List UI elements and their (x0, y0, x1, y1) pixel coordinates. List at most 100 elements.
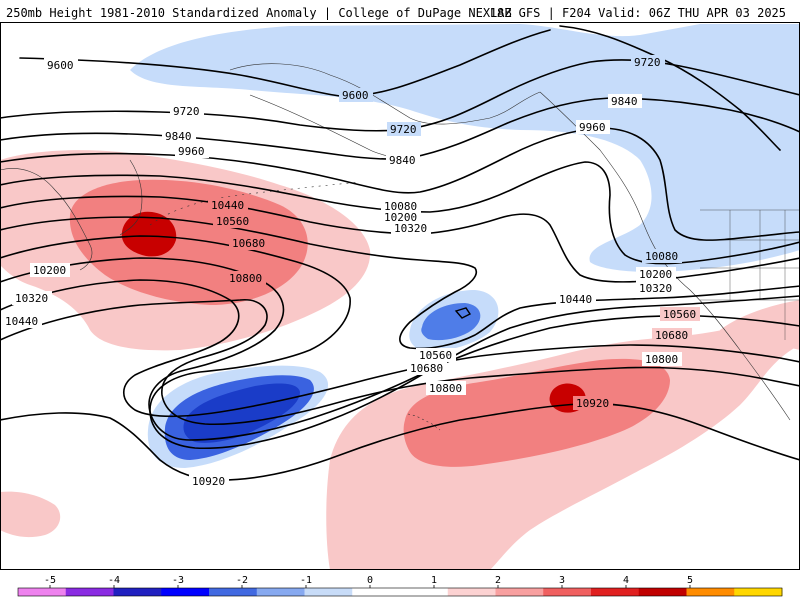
label-bg (576, 120, 610, 134)
legend-tick-label: -1 (300, 575, 312, 586)
contour-label: 10800 (429, 382, 462, 395)
label-bg (30, 263, 70, 277)
legend-color-swatch (161, 588, 210, 596)
label-bg (642, 352, 682, 366)
contour-high-closed (454, 307, 472, 319)
contour-label: 10920 (576, 397, 609, 410)
contour-label: 10200 (639, 268, 672, 281)
header-bar: 250mb Height 1981-2010 Standardized Anom… (0, 0, 800, 22)
label-bg (175, 144, 209, 158)
label-bg (381, 210, 421, 224)
contour-label: 10560 (663, 308, 696, 321)
legend-color-swatch (447, 588, 496, 596)
label-bg (636, 281, 676, 295)
contour-label: 10920 (192, 475, 225, 488)
legend-tick-label: -4 (108, 575, 120, 586)
legend-color-swatch (591, 588, 640, 596)
legend-tick-label: 0 (367, 575, 373, 586)
legend-color-swatch (256, 588, 305, 596)
contour-label: 9720 (390, 123, 417, 136)
legend-tick-label: 5 (687, 575, 693, 586)
coastline-asia (0, 168, 93, 271)
label-bg (339, 88, 373, 102)
model-valid-time: 18Z GFS | F204 Valid: 06Z THU APR 03 202… (489, 6, 786, 20)
contour-label: 9720 (173, 105, 200, 118)
legend-color-swatch (734, 588, 783, 596)
contour-label: 10680 (410, 362, 443, 375)
contour-label: 9840 (611, 95, 638, 108)
contour-label: 10800 (229, 272, 262, 285)
contour-label: 10320 (394, 222, 427, 235)
contour-9720 (0, 59, 800, 132)
legend-color-swatch (543, 588, 592, 596)
contour-9600 (19, 29, 551, 97)
legend-color-swatch (352, 588, 401, 596)
label-bg (573, 396, 613, 410)
legend-color-swatch (18, 588, 67, 596)
anomaly-map: 9600 9600 9720 9720 9720 9840 9840 9840 … (0, 22, 800, 570)
contour-label: 10200 (33, 264, 66, 277)
contour-label: 10440 (5, 315, 38, 328)
contour-label: 9840 (389, 154, 416, 167)
legend-color-swatch (304, 588, 353, 596)
contour-label: 10680 (232, 237, 265, 250)
label-bg (426, 381, 466, 395)
state-border-1 (700, 209, 800, 301)
legend-tick-label: 2 (495, 575, 501, 586)
legend-tick-label: 4 (623, 575, 629, 586)
anomaly-area-southwest-dark-blue (183, 383, 300, 443)
contour-label: 9600 (342, 89, 369, 102)
label-bg (213, 214, 253, 228)
label-bg (642, 249, 682, 263)
coastline-alaska (229, 63, 541, 125)
label-bg (2, 314, 42, 328)
label-bg (556, 292, 596, 306)
label-bg (387, 122, 421, 136)
legend-tick-label: 1 (431, 575, 437, 586)
anomaly-area-southwest-light-pink (0, 491, 61, 538)
anomaly-area-central-blue (421, 303, 481, 341)
label-bg (386, 153, 420, 167)
legend-bar-outline (17, 587, 783, 597)
anomaly-area-north-light-blue (130, 24, 800, 273)
contour-label: 9600 (47, 59, 74, 72)
label-bg (229, 236, 269, 250)
label-bg (381, 199, 421, 213)
label-bg (631, 55, 665, 69)
contour-10560 (0, 257, 800, 441)
legend-tick-labels: -5 -4 -3 -2 -1 0 1 2 3 4 5 (44, 575, 693, 586)
contour-label: 10800 (645, 353, 678, 366)
label-bg (208, 198, 248, 212)
legend-color-swatch (638, 588, 687, 596)
contour-10680 (0, 279, 800, 418)
label-bg (391, 221, 431, 235)
contour-label: 10320 (15, 292, 48, 305)
legend-tick-label: -5 (44, 575, 56, 586)
label-bg (44, 58, 78, 72)
contour-labels: 9600 9600 9720 9720 9720 9840 9840 9840 … (2, 55, 700, 488)
map-title: 250mb Height 1981-2010 Standardized Anom… (6, 6, 512, 20)
legend-color-bar (17, 585, 783, 597)
label-bg (416, 348, 456, 362)
negative-anomaly-shading (130, 24, 800, 468)
contour-label: 9960 (178, 145, 205, 158)
contour-label: 10200 (384, 211, 417, 224)
contour-9600-east (559, 25, 781, 151)
contour-label: 10440 (211, 199, 244, 212)
label-bg (652, 328, 692, 342)
label-bg (226, 271, 266, 285)
contour-label: 10560 (419, 349, 452, 362)
contour-label: 10440 (559, 293, 592, 306)
contour-10920 (0, 402, 800, 481)
contour-label: 10080 (384, 200, 417, 213)
label-bg (12, 291, 52, 305)
label-bg (636, 267, 676, 281)
contour-label: 10680 (655, 329, 688, 342)
coastline-kamchatka (119, 159, 143, 236)
legend-color-swatch (495, 588, 544, 596)
hawaii-islands (407, 413, 441, 431)
legend-color-swatch (65, 588, 114, 596)
anomaly-color-legend: -5 -4 -3 -2 -1 0 1 2 3 4 5 (17, 575, 783, 597)
anomaly-area-south-pink (403, 358, 670, 467)
